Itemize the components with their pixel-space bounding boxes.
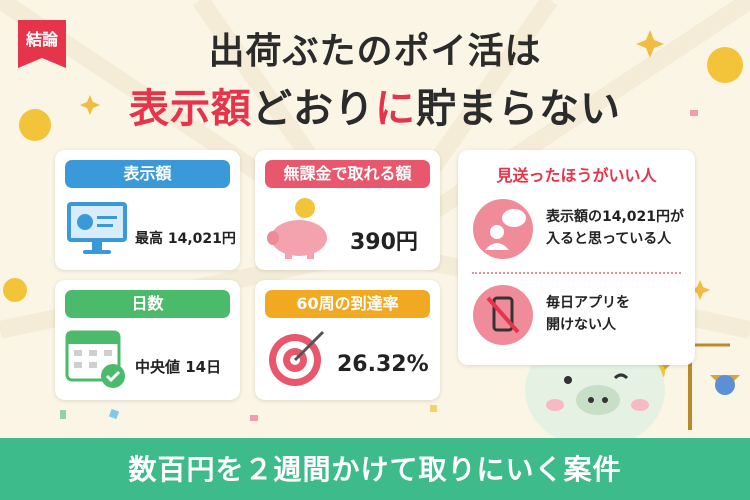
person-icon: [473, 199, 533, 259]
piggy-icon: [267, 198, 327, 259]
panel-item: 毎日アプリを 開けない人: [546, 292, 630, 336]
card-value: 390円: [350, 230, 418, 255]
title-segment: 表示額: [129, 86, 252, 132]
title-line: 表示額どおりに貯まらない: [0, 76, 750, 134]
card-header: 無課金で取れる額: [265, 160, 430, 188]
panel-item-line: 表示額の14,021円が: [546, 209, 685, 225]
title-line: 出荷ぶたのポイ活は: [208, 31, 542, 72]
card-value: 最高 14,021円: [135, 231, 236, 247]
card-value: 中央値 14日: [135, 358, 222, 376]
card-header: 表示額: [65, 160, 230, 188]
panel-item-line: 開けない人: [546, 317, 616, 333]
card-header: 日数: [65, 290, 230, 318]
panel-item-line: 入ると思っている人: [546, 231, 672, 247]
panel-title: 見送ったほうがいい人: [496, 166, 657, 185]
panel-item-line: 毎日アプリを: [546, 295, 630, 311]
card-value: 26.32%: [337, 352, 429, 377]
title-segment: 貯まらない: [416, 86, 621, 132]
target-icon: [269, 330, 325, 386]
panel: 見送ったほうがいい人 表示額の14,021円が 入ると思っている人 毎日アプリを開…: [458, 150, 695, 365]
card: 60周の到達率 26.32%: [255, 280, 440, 400]
title-segment: どおり: [252, 86, 375, 132]
divider: [472, 272, 681, 274]
card-header: 60周の到達率: [265, 290, 430, 318]
title-segment: に: [375, 86, 416, 132]
monitor-icon: [67, 202, 127, 254]
footer: 数百円を２週間かけて取りにいく案件: [128, 453, 622, 486]
card: 無課金で取れる額 390円: [255, 150, 440, 270]
card: 日数 中央値 14日: [55, 280, 240, 400]
panel-item: 表示額の14,021円が 入ると思っている人: [546, 206, 684, 250]
phone-icon: [473, 285, 533, 345]
calendar-icon: [65, 330, 125, 388]
card: 表示額 最高 14,021円: [55, 150, 240, 270]
badge: 結論: [25, 30, 58, 49]
